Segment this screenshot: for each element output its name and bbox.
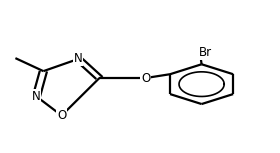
Text: O: O — [57, 109, 66, 122]
Text: O: O — [141, 72, 150, 84]
Text: Br: Br — [199, 46, 212, 59]
Text: N: N — [74, 52, 83, 65]
Text: N: N — [32, 90, 41, 103]
